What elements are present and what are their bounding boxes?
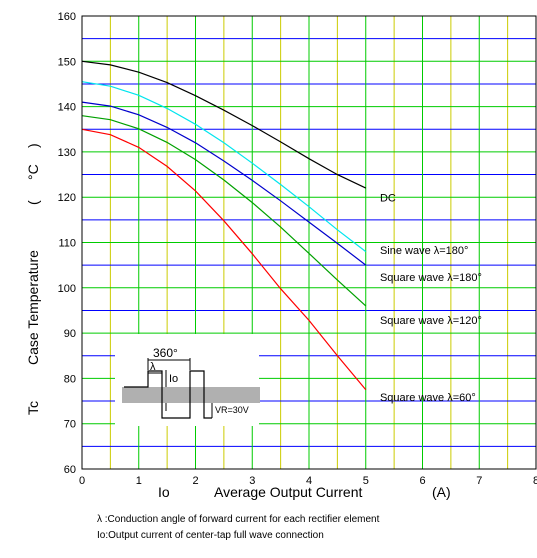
x-tick-label: 6 (419, 475, 425, 487)
tick-labels: 0 1 2 3 4 5 6 7 8 60 70 80 90 100 110 120 130 140 150 160 (58, 11, 537, 487)
y-tick-label: 150 (58, 56, 76, 68)
curve-label: Sine wave λ=180° (380, 245, 468, 257)
series-line-2 (81, 101, 367, 266)
x-tick-label: 1 (136, 475, 142, 487)
y-tick-label: 160 (58, 11, 76, 23)
x-axis-label: Average Output Current (214, 484, 362, 500)
x-tick-label: 7 (476, 475, 482, 487)
inset-vr-label: VR=30V (215, 405, 249, 415)
x-tick-label: 0 (79, 475, 85, 487)
curve-label: Square wave λ=60° (380, 392, 476, 404)
inset-period-label: 360° (153, 346, 178, 360)
y-axis-prefix: Tc (25, 401, 41, 415)
series-line-1 (81, 81, 367, 253)
x-tick-label: 4 (306, 475, 312, 487)
series-line-3 (81, 115, 367, 307)
y-tick-label: 130 (58, 147, 76, 159)
curve-labels: DC Sine wave λ=180° Square wave λ=180° Squa… (380, 193, 482, 404)
x-tick-label: 3 (249, 475, 255, 487)
inset-waveform (124, 370, 212, 419)
waveform-inset: 360° λ Io VR=30V (115, 334, 260, 426)
curve-label: Square wave λ=120° (380, 315, 482, 327)
y-tick-label: 120 (58, 192, 76, 204)
footnote-lambda: λ :Conduction angle of forward current f… (97, 514, 380, 525)
series-line-4 (81, 128, 367, 391)
inset-gray-band (122, 387, 260, 403)
y-tick-label: 80 (64, 373, 76, 385)
curve-label: Square wave λ=180° (380, 272, 482, 284)
y-axis-unit-open: ( (25, 200, 41, 205)
curve-label: DC (380, 193, 396, 205)
inset-lambda-label: λ (150, 361, 156, 373)
y-tick-label: 140 (58, 102, 76, 114)
plot-frame (81, 15, 537, 470)
x-axis-prefix: Io (158, 484, 170, 500)
y-tick-label: 100 (58, 283, 76, 295)
series-line-0 (81, 60, 367, 189)
y-tick-label: 90 (64, 328, 76, 340)
y-axis-unit-close: ) (25, 143, 41, 148)
y-axis-unit: °C (25, 164, 41, 180)
y-tick-label: 60 (64, 464, 76, 476)
y-tick-label: 70 (64, 419, 76, 431)
x-tick-label: 8 (533, 475, 537, 487)
y-tick-label: 110 (58, 238, 76, 250)
x-axis-unit: (A) (432, 484, 451, 500)
series-group (81, 60, 367, 391)
footnote-io: Io:Output current of center-tap full wav… (97, 530, 324, 541)
inset-background (115, 334, 259, 426)
x-tick-label: 5 (363, 475, 369, 487)
y-axis-label: Case Temperature (25, 250, 41, 365)
inset-io-label: Io (169, 373, 178, 385)
x-tick-label: 2 (192, 475, 198, 487)
